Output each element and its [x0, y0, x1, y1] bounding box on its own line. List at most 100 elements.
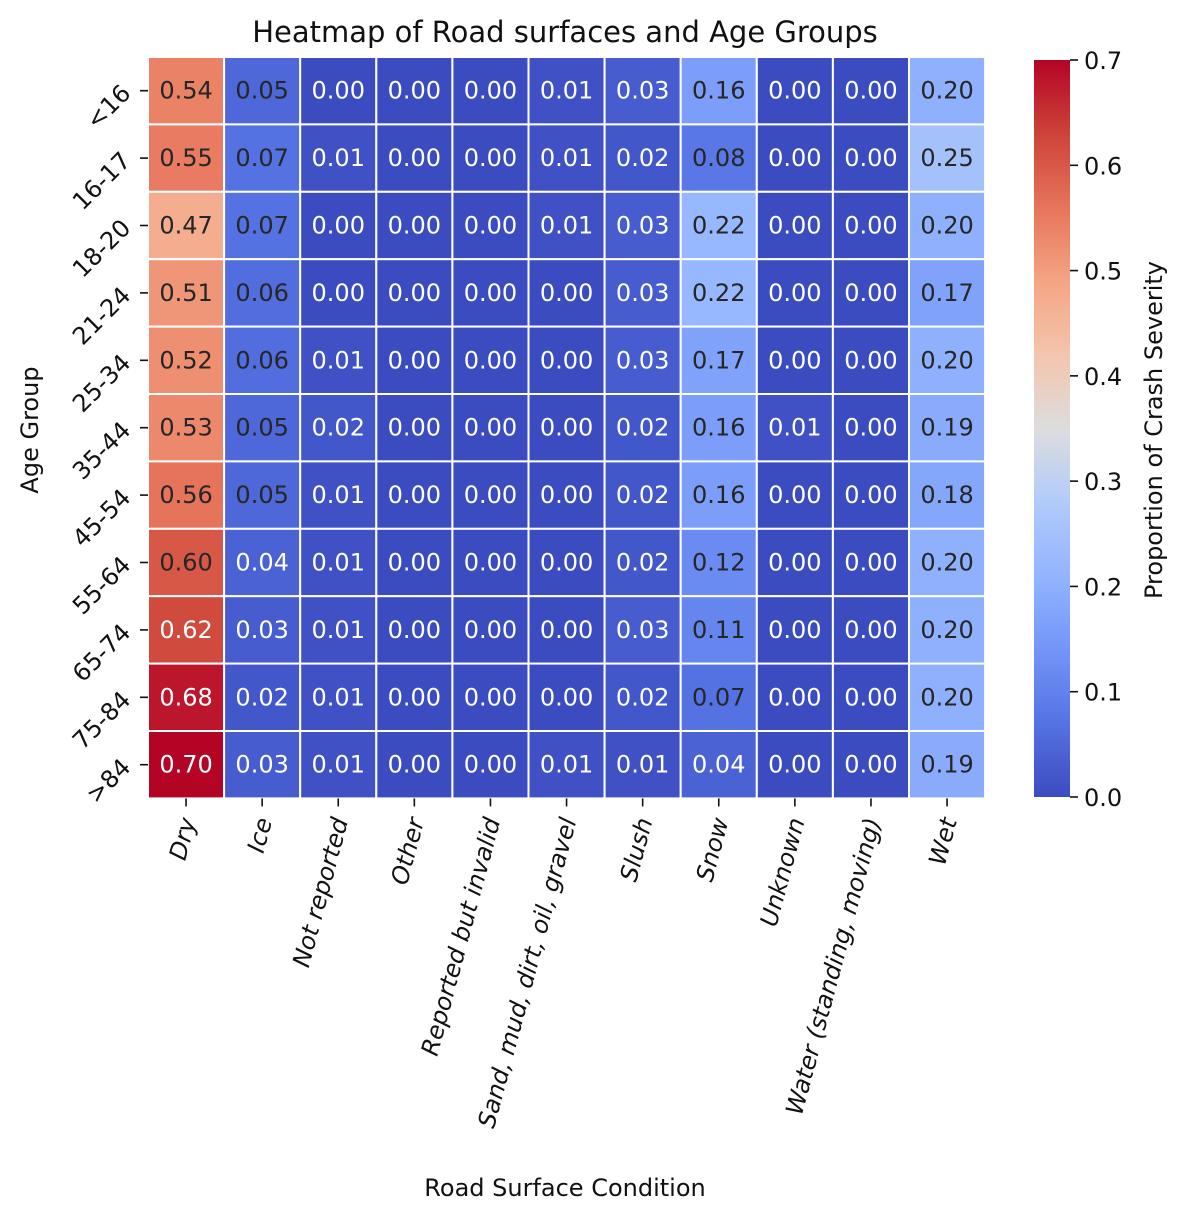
cell-value-label: 0.20: [920, 549, 973, 577]
cell-value-label: 0.19: [920, 414, 973, 442]
colorbar-tick-label: 0.3: [1084, 468, 1122, 496]
cell-value-label: 0.16: [692, 481, 745, 509]
y-tick-label: >84: [81, 753, 137, 809]
cell-value-label: 0.00: [844, 346, 897, 374]
heatmap-cell: [831, 56, 911, 126]
x-tick-label: Slush: [615, 815, 659, 885]
heatmap-cell: [223, 730, 302, 800]
cell-value-label: 0.00: [844, 77, 897, 105]
cell-value-label: 0.00: [464, 346, 517, 374]
heatmap-cell: [375, 258, 454, 328]
x-tick-label: Ice: [242, 815, 278, 856]
heatmap-cell: [299, 123, 378, 193]
x-tick-label: Not reported: [287, 814, 354, 970]
cell-value-label: 0.00: [844, 751, 897, 779]
cell-value-label: 0.00: [540, 549, 593, 577]
heatmap-cell: [527, 190, 606, 261]
heatmap-cell: [831, 325, 911, 396]
cell-value-label: 0.70: [159, 751, 212, 779]
chart-title: Heatmap of Road surfaces and Age Groups: [252, 15, 878, 49]
heatmap-cell: [527, 460, 606, 530]
heatmap-cell: [831, 460, 911, 530]
cell-value-label: 0.00: [768, 481, 821, 509]
cell-value-label: 0.00: [540, 481, 593, 509]
heatmap-cell: [603, 527, 682, 598]
heatmap-cell: [451, 662, 530, 732]
cell-value-label: 0.03: [616, 77, 669, 105]
y-tick-label: 18-20: [67, 214, 136, 283]
heatmap-cell: [755, 595, 834, 665]
cell-value-label: 0.04: [235, 549, 288, 577]
heatmap-cell: [375, 460, 454, 530]
heatmap-cell: [603, 595, 682, 665]
cell-value-label: 0.01: [616, 751, 669, 779]
colorbar-ticks: 0.0 0.1 0.2 0.3 0.4 0.5 0.6 0.7: [1070, 47, 1122, 812]
cell-value-label: 0.00: [540, 414, 593, 442]
cell-value-label: 0.00: [540, 616, 593, 644]
cell-value-label: 0.07: [235, 144, 288, 172]
heatmap-cell: [451, 325, 530, 396]
cell-value-label: 0.01: [312, 481, 365, 509]
cell-value-label: 0.00: [768, 751, 821, 779]
heatmap-cell: [908, 393, 987, 463]
cell-value-label: 0.05: [235, 481, 288, 509]
cell-value-label: 0.20: [920, 77, 973, 105]
heatmap-cell: [299, 595, 378, 665]
colorbar-gradient: [1034, 60, 1070, 797]
cell-value-label: 0.01: [540, 212, 593, 240]
cell-value-label: 0.02: [235, 683, 288, 711]
heatmap-cell: [908, 190, 987, 261]
cell-value-label: 0.00: [768, 144, 821, 172]
cell-value-label: 0.07: [235, 212, 288, 240]
cell-value-label: 0.04: [692, 751, 745, 779]
heatmap-cell: [527, 393, 606, 463]
cell-value-label: 0.00: [464, 751, 517, 779]
heatmap-cell: [603, 190, 682, 261]
x-tick-label: Snow: [691, 814, 735, 884]
heatmap-cell: [755, 662, 834, 732]
heatmap-cell: [451, 527, 530, 598]
cell-value-label: 0.00: [388, 346, 441, 374]
cell-value-label: 0.00: [312, 279, 365, 307]
cell-value-label: 0.02: [616, 683, 669, 711]
y-tick-label: 25-34: [67, 349, 136, 418]
heatmap-cell: [375, 527, 454, 598]
cell-value-label: 0.00: [844, 549, 897, 577]
heatmap-cell: [147, 527, 226, 598]
cell-value-label: 0.00: [844, 414, 897, 442]
cell-value-label: 0.06: [235, 279, 288, 307]
heatmap-cell: [299, 460, 378, 530]
cell-value-label: 0.68: [159, 683, 212, 711]
cell-value-label: 0.00: [844, 144, 897, 172]
heatmap-cell: [603, 325, 682, 396]
y-tick-label: <16: [81, 79, 137, 135]
cell-value-label: 0.02: [616, 481, 669, 509]
cell-value-label: 0.00: [464, 144, 517, 172]
heatmap-cell: [831, 123, 911, 193]
cell-value-label: 0.02: [616, 144, 669, 172]
cell-value-label: 0.05: [235, 414, 288, 442]
cell-value-label: 0.00: [464, 414, 517, 442]
cell-value-label: 0.01: [312, 144, 365, 172]
y-tick-label: 21-24: [67, 281, 136, 350]
heatmap-cells: 0.54 0.05 0.00 0.00 0.00 0.01 0.03 0.16 0.00 0.00…: [147, 56, 987, 800]
cell-value-label: 0.22: [692, 279, 745, 307]
heatmap-cell: [755, 325, 834, 396]
heatmap-cell: [908, 662, 987, 732]
y-tick-label: 16-17: [67, 147, 136, 216]
colorbar: 0.0 0.1 0.2 0.3 0.4 0.5 0.6 0.7 Proportion of C…: [1034, 47, 1168, 812]
cell-value-label: 0.00: [768, 346, 821, 374]
cell-value-label: 0.00: [464, 279, 517, 307]
heatmap-cell: [147, 393, 226, 463]
cell-value-label: 0.02: [312, 414, 365, 442]
x-tick-label: Dry: [164, 814, 202, 863]
cell-value-label: 0.20: [920, 346, 973, 374]
cell-value-label: 0.00: [388, 212, 441, 240]
cell-value-label: 0.55: [159, 144, 212, 172]
cell-value-label: 0.01: [312, 751, 365, 779]
cell-value-label: 0.25: [920, 144, 973, 172]
cell-value-label: 0.12: [692, 549, 745, 577]
y-tick-label: 65-74: [67, 618, 136, 687]
cell-value-label: 0.03: [235, 616, 288, 644]
